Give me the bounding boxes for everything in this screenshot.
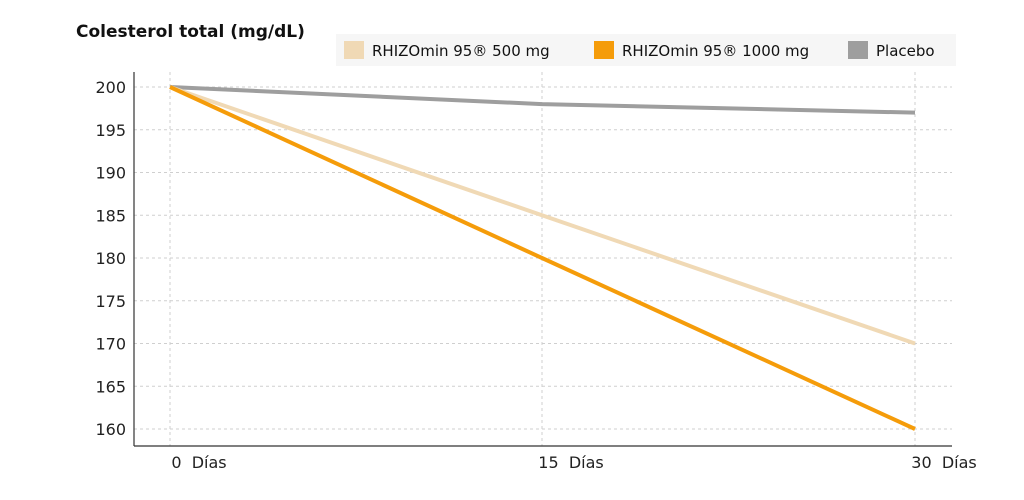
series-line-1: [169, 85, 916, 431]
x-tick-label: 0 Días: [171, 453, 226, 472]
legend-label: Placebo: [876, 42, 935, 60]
legend-swatch: [594, 41, 614, 59]
y-tick-label: 165: [95, 377, 126, 396]
x-tick-label: 30 Días: [911, 453, 976, 472]
legend: RHIZOmin 95® 500 mg RHIZOmin 95® 1000 mg P…: [344, 41, 935, 60]
x-tick-label: 15 Días: [538, 453, 603, 472]
chart-title: Colesterol total (mg/dL): [76, 22, 305, 42]
legend-swatch: [848, 41, 868, 59]
y-tick-label: 175: [95, 292, 126, 311]
y-tick-label: 195: [95, 121, 126, 140]
legend-swatch: [344, 41, 364, 59]
series-lines: [169, 85, 916, 431]
y-tick-label: 160: [95, 420, 126, 439]
legend-label: RHIZOmin 95® 500 mg: [372, 42, 550, 60]
y-tick-label: 170: [95, 335, 126, 354]
y-tick-label: 200: [95, 78, 126, 97]
series-line-0: [169, 85, 916, 346]
y-tick-label: 185: [95, 206, 126, 225]
axes: 160 165 170 175 180 185 190 195 200 0 Días 15 Días…: [95, 72, 977, 472]
y-tick-label: 180: [95, 249, 126, 268]
series-line-2: [169, 85, 916, 115]
y-tick-label: 190: [95, 164, 126, 183]
legend-label: RHIZOmin 95® 1000 mg: [622, 42, 809, 60]
